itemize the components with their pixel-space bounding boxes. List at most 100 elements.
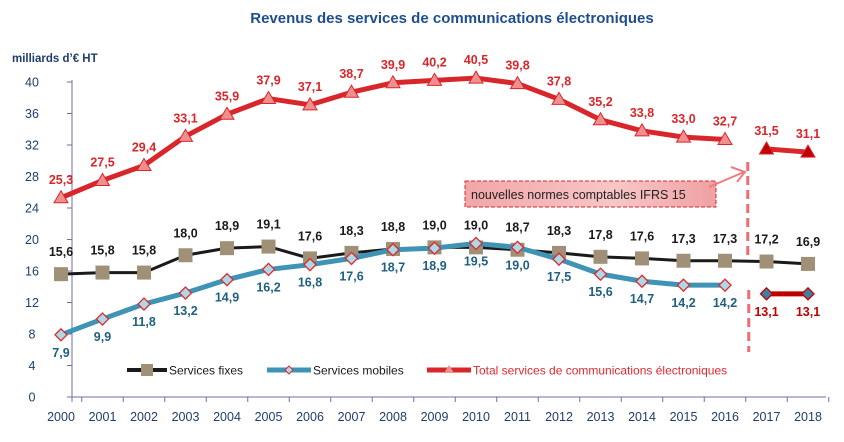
data-label: 17,8 xyxy=(588,228,612,242)
data-label: 14,9 xyxy=(215,291,239,305)
legend-label: Services fixes xyxy=(169,364,243,378)
data-label: 39,8 xyxy=(505,59,529,73)
data-label: 17,6 xyxy=(298,229,322,243)
data-point xyxy=(343,84,360,98)
data-label: 19,0 xyxy=(464,218,488,232)
x-tick-label: 2001 xyxy=(89,410,117,424)
data-point xyxy=(759,254,774,269)
data-label: 31,5 xyxy=(754,124,778,138)
data-point xyxy=(137,297,151,311)
data-point xyxy=(385,74,401,89)
ifrs-arrow-line xyxy=(708,171,745,188)
x-tick-label: 2006 xyxy=(296,410,324,424)
data-point xyxy=(675,129,692,143)
data-label: 33,1 xyxy=(173,111,197,125)
data-label: 37,9 xyxy=(256,74,280,88)
legend-swatch-marker xyxy=(141,364,153,376)
data-point xyxy=(95,265,110,280)
data-label: 27,5 xyxy=(90,155,114,169)
data-point xyxy=(53,189,69,204)
data-label: 16,9 xyxy=(796,235,820,249)
data-label: 40,5 xyxy=(464,53,488,67)
legend-label: Services mobiles xyxy=(313,364,404,378)
data-point xyxy=(717,131,733,145)
data-label: 19,5 xyxy=(464,254,488,268)
ifrs-note-text: nouvelles normes comptables IFRS 15 xyxy=(471,188,686,202)
series-line xyxy=(60,75,726,201)
data-point xyxy=(635,274,649,289)
data-point xyxy=(137,265,151,280)
data-point xyxy=(469,236,483,251)
data-label: 14,7 xyxy=(630,292,654,306)
data-point xyxy=(261,239,276,254)
data-point xyxy=(509,75,526,90)
data-point xyxy=(551,91,567,105)
x-tick-label: 2002 xyxy=(130,410,158,424)
y-tick-label: 36 xyxy=(25,107,39,121)
data-label: 38,7 xyxy=(339,67,363,81)
y-tick-label: 16 xyxy=(25,265,39,279)
data-point xyxy=(220,241,234,256)
data-point xyxy=(801,286,815,301)
ifrs-arrow-head xyxy=(730,166,747,183)
data-label: 18,9 xyxy=(422,259,446,273)
y-tick-label: 0 xyxy=(29,391,36,405)
data-point xyxy=(220,272,234,287)
data-label: 13,1 xyxy=(754,305,778,319)
data-label: 33,0 xyxy=(671,112,695,126)
data-point xyxy=(261,262,276,277)
series-line xyxy=(766,146,809,155)
x-tick-label: 2017 xyxy=(753,410,781,424)
data-point xyxy=(801,256,815,271)
x-tick-label: 2005 xyxy=(255,410,283,424)
data-label: 35,9 xyxy=(215,89,239,103)
data-point xyxy=(260,90,277,105)
data-label: 14,2 xyxy=(671,296,695,310)
data-point xyxy=(758,140,775,155)
data-label: 13,1 xyxy=(796,305,820,319)
legend-label: Total services de communications électro… xyxy=(473,364,727,378)
y-axis-unit-label: milliards d’€ HT xyxy=(12,53,98,65)
data-label: 37,8 xyxy=(547,74,571,88)
x-tick-label: 2003 xyxy=(172,410,200,424)
x-tick-label: 2010 xyxy=(462,410,490,424)
data-label: 40,2 xyxy=(422,55,446,69)
y-tick-label: 8 xyxy=(29,328,36,342)
data-label: 14,2 xyxy=(713,296,737,310)
data-point xyxy=(593,249,608,264)
data-point xyxy=(177,128,194,142)
data-label: 18,3 xyxy=(339,224,363,238)
legend: Services fixes Services mobiles Total serv… xyxy=(127,364,727,378)
data-label: 17,6 xyxy=(630,229,654,243)
axes: 0 4 8 12 16 20 24 28 32 36 40 2000 2001 2002 2003 2004 2… xyxy=(25,76,830,424)
data-point xyxy=(800,144,816,158)
data-label: 17,3 xyxy=(671,232,695,246)
data-point xyxy=(386,242,400,257)
data-point xyxy=(510,240,525,255)
data-point xyxy=(95,312,110,326)
x-tick-label: 2009 xyxy=(421,410,449,424)
data-label: 17,3 xyxy=(713,232,737,246)
x-tick-label: 2000 xyxy=(47,410,75,424)
data-label: 29,4 xyxy=(132,140,156,154)
data-label: 19,0 xyxy=(505,258,529,272)
data-label: 18,7 xyxy=(505,221,529,235)
data-label: 18,7 xyxy=(381,261,405,275)
data-label: 17,2 xyxy=(754,233,778,247)
data-label: 31,1 xyxy=(796,127,820,141)
data-point xyxy=(592,111,609,126)
data-point xyxy=(635,251,649,266)
data-label: 39,9 xyxy=(381,58,405,72)
data-label: 15,6 xyxy=(588,285,612,299)
x-tick-label: 2015 xyxy=(670,410,698,424)
series-services-fixes: 15,6 15,8 15,8 18,0 18,9 19,1 17,6 18,3 18,8 19,0… xyxy=(49,218,820,282)
series-layer: 15,6 15,8 15,8 18,0 18,9 19,1 17,6 18,3 18,8 19,0… xyxy=(49,53,820,360)
data-label: 15,6 xyxy=(49,245,73,259)
x-tick-label: 2007 xyxy=(338,410,366,424)
data-point xyxy=(759,286,774,301)
x-tick-label: 2018 xyxy=(794,410,822,424)
data-label: 18,9 xyxy=(215,219,239,233)
data-label: 25,3 xyxy=(49,173,73,187)
y-tick-label: 24 xyxy=(25,202,39,216)
